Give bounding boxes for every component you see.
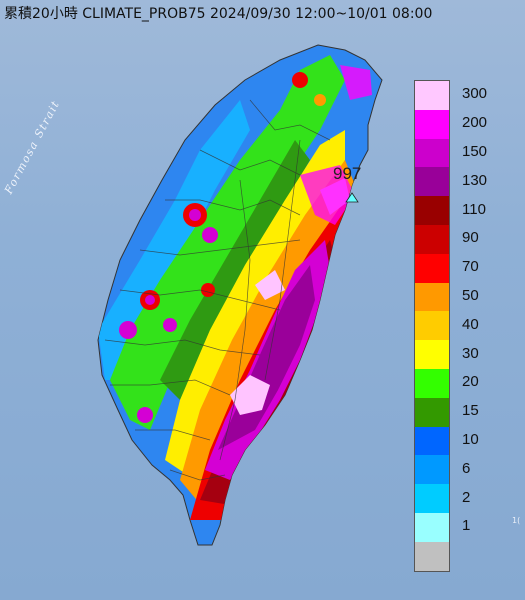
map-title: 累積20小時 CLIMATE_PROB75 2024/09/30 12:00~1… — [4, 6, 433, 22]
legend-label: 50 — [462, 287, 479, 304]
legend-label: 1 — [462, 517, 471, 535]
legend-label: 200 — [462, 114, 488, 132]
legend-swatch — [415, 541, 449, 571]
legend-swatch — [415, 513, 449, 542]
legend-label: 15 — [462, 402, 479, 420]
legend-label: 130 — [462, 171, 488, 189]
legend-label: 110 — [462, 200, 486, 218]
legend-label: 40 — [462, 315, 479, 333]
legend-swatch — [415, 282, 449, 312]
legend-swatch — [415, 311, 449, 341]
legend-swatch — [415, 484, 449, 513]
legend-swatch — [415, 167, 449, 197]
legend-label: 70 — [462, 258, 479, 276]
legend — [414, 80, 450, 572]
legend-swatch — [415, 340, 449, 369]
legend-swatch — [415, 253, 449, 283]
legend-swatch — [415, 138, 449, 168]
legend-swatch — [415, 397, 449, 427]
legend-swatch — [415, 455, 449, 485]
legend-label: 300 — [462, 85, 488, 103]
legend-label: 20 — [462, 373, 479, 391]
legend-label: 2 — [462, 488, 471, 506]
legend-swatch — [415, 109, 449, 139]
legend-label: 6 — [462, 459, 471, 477]
legend-swatch — [415, 196, 449, 225]
legend-swatch — [415, 81, 449, 110]
legend-swatch — [415, 225, 449, 254]
max-station-marker — [345, 192, 359, 203]
legend-swatch — [415, 369, 449, 398]
legend-label: 90 — [462, 229, 479, 247]
edge-label: 1( — [512, 516, 521, 525]
legend-swatch — [415, 426, 449, 456]
max-value-label: 997 — [333, 164, 362, 183]
legend-label: 10 — [462, 431, 479, 448]
legend-label: 30 — [462, 344, 479, 362]
rainfall-bands — [98, 55, 372, 520]
legend-label: 150 — [462, 143, 488, 160]
